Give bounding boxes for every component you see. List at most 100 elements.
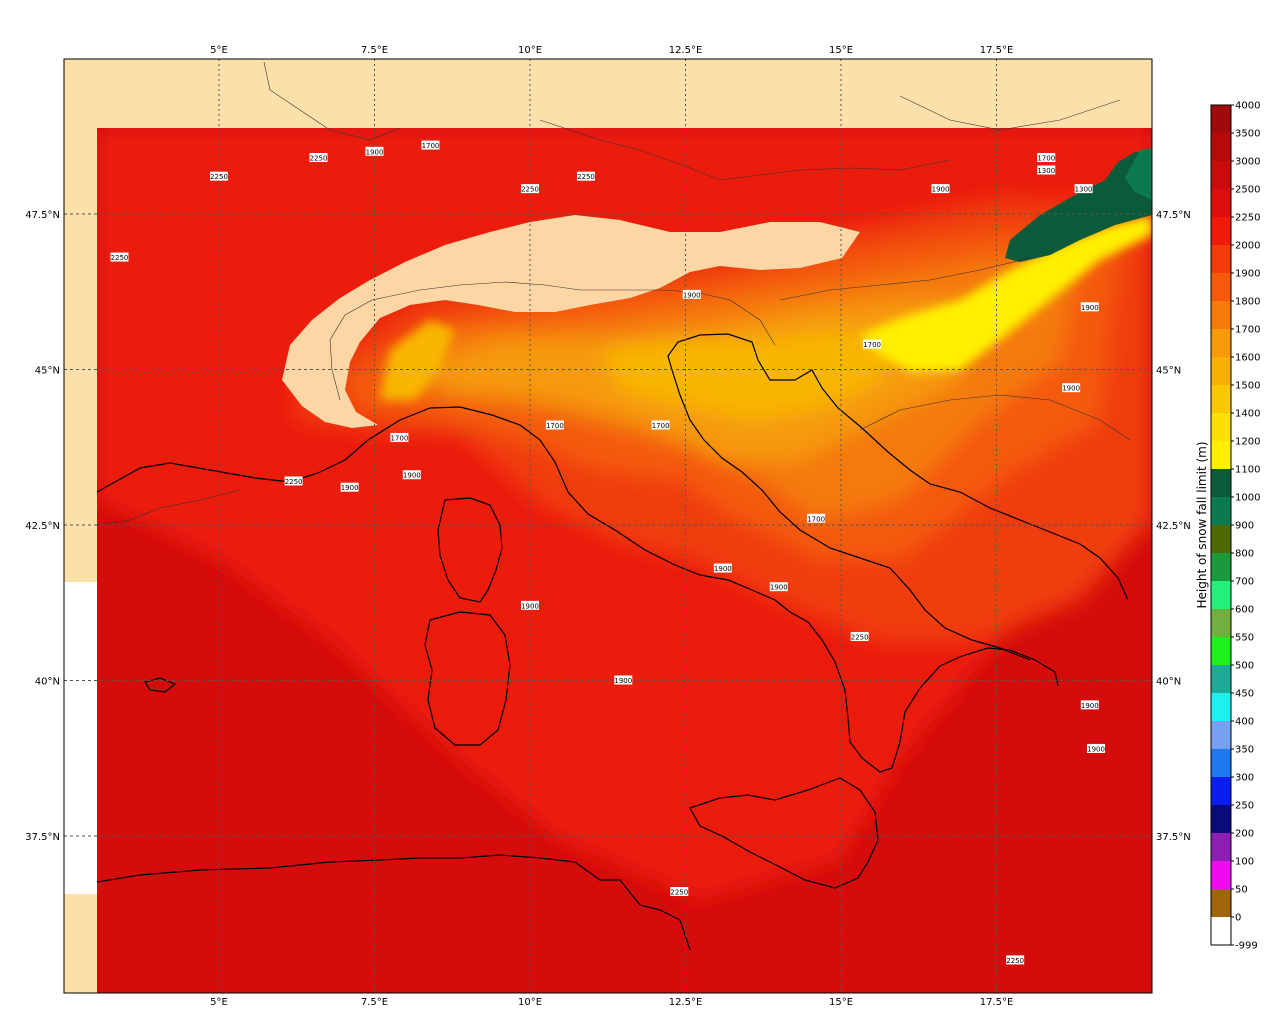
contour-labels: 2250 2250 2250 1900 1700 2250 2250 1900 1700 1300… (110, 140, 1106, 965)
contour-label-text: 1900 (683, 291, 701, 299)
contour-label-text: 1900 (403, 472, 421, 480)
colorbar-swatch (1211, 413, 1231, 442)
colorbar-tick-label: 700 (1235, 577, 1254, 588)
lat-tick-label-right: 37.5°N (1156, 832, 1191, 843)
contour-label: 2250 (1006, 955, 1025, 965)
outside-sea-area (64, 582, 97, 894)
contour-label: 1900 (402, 470, 421, 480)
lat-tick-label-left: 37.5°N (25, 832, 60, 843)
colorbar-tick-label: 100 (1235, 857, 1254, 868)
contour-label: 2250 (850, 631, 869, 641)
coastline-north-africa (96, 854, 691, 951)
colorbar-tick-label: 1900 (1235, 269, 1260, 280)
contour-label-box (1062, 383, 1081, 393)
contour-label-box (365, 146, 384, 156)
contour-label: 2250 (110, 252, 129, 262)
contour-label: 1900 (614, 675, 633, 685)
colorbar-tick-label: 1500 (1235, 381, 1260, 392)
contour-label: 1900 (682, 289, 701, 299)
coastline-italy-west (96, 406, 1059, 773)
colorbar-swatch (1211, 497, 1231, 526)
colorbar-swatch (1211, 553, 1231, 582)
contour-label: 2250 (576, 171, 595, 181)
contour-label: 1900 (340, 482, 359, 492)
lon-tick-label-top: 5°E (210, 45, 228, 56)
colorbar-swatch (1211, 469, 1231, 498)
contour-label-text: 1900 (521, 602, 539, 610)
axis-tick-labels: 5°E 5°E 7.5°E 7.5°E 10°E 10°E 12.5°E 12.5°E 15°E… (25, 45, 1191, 1008)
contour-label-text: 1700 (422, 142, 440, 150)
colorbar-swatch (1211, 329, 1231, 358)
colorbar-swatch (1211, 721, 1231, 750)
contour-label: 1900 (1087, 743, 1106, 753)
contour-label-box (850, 631, 869, 641)
contour-label: 1700 (1037, 153, 1056, 163)
contour-label-box (614, 675, 633, 685)
contour-label: 2250 (670, 886, 689, 896)
colorbar-tick-label: 900 (1235, 521, 1254, 532)
contour-label: 1700 (651, 420, 670, 430)
contour-label-text: 1900 (1062, 385, 1080, 393)
colorbar-swatch (1211, 245, 1231, 274)
field-band-1000 (1005, 152, 1152, 262)
colorbar-tick-label: 1800 (1235, 297, 1260, 308)
lat-tick-label-left: 45°N (35, 366, 60, 377)
contour-label-text: 1700 (1037, 155, 1055, 163)
contour-label-text: 1900 (614, 677, 632, 685)
border-northeast (899, 95, 1121, 131)
field-band-1500 (600, 330, 900, 420)
contour-label: 1300 (1037, 165, 1056, 175)
contour-label-text: 1700 (546, 422, 564, 430)
contour-label: 2250 (309, 153, 328, 163)
colorbar-tick-label: 3500 (1235, 129, 1260, 140)
colorbar-tick-label: 2000 (1235, 241, 1260, 252)
contour-label-text: 1700 (652, 422, 670, 430)
contour-label-box (1037, 153, 1056, 163)
colorbar-swatch (1211, 693, 1231, 722)
contour-label-box (807, 513, 826, 523)
contour-label: 1300 (1074, 184, 1093, 194)
colorbar-tick-label: 1100 (1235, 465, 1260, 476)
contour-label-box (769, 582, 788, 592)
colorbar-swatch (1211, 609, 1231, 638)
lon-tick-label-top: 12.5°E (669, 45, 703, 56)
contour-label-box (1080, 700, 1099, 710)
colorbar-swatch (1211, 301, 1231, 330)
contour-label-text: 1900 (932, 186, 950, 194)
contour-label: 1900 (1080, 302, 1099, 312)
contour-label-text: 2250 (851, 633, 869, 641)
colorbar-swatch (1211, 665, 1231, 694)
contour-label-text: 1900 (366, 148, 384, 156)
contour-label: 1700 (545, 420, 564, 430)
snowfall-limit-field (97, 128, 1152, 993)
lat-tick-label-left: 42.5°N (25, 521, 60, 532)
border-balkans (859, 394, 1131, 441)
contour-label-box (521, 600, 539, 610)
contour-label-text: 2250 (1006, 957, 1024, 965)
contour-label: 1900 (521, 600, 539, 610)
colorbar-tick-label: 1200 (1235, 437, 1260, 448)
lon-tick-label-bottom: 5°E (210, 997, 228, 1008)
field-band-1200 (860, 215, 1152, 372)
contour-label-text: 1900 (714, 565, 732, 573)
contour-label-box (402, 470, 421, 480)
field-band-1500-west (380, 320, 455, 400)
colorbar-tick-label: 0 (1235, 913, 1241, 924)
colorbar-tick-label: 2500 (1235, 185, 1260, 196)
contour-label-text: 1900 (770, 584, 788, 592)
colorbar-swatch (1211, 133, 1231, 162)
lat-tick-label-left: 47.5°N (25, 210, 60, 221)
contour-label: 2250 (521, 184, 539, 194)
colorbar-swatch (1211, 217, 1231, 246)
colorbar-tick-label: 3000 (1235, 157, 1260, 168)
contour-label-box (421, 140, 440, 150)
contour-label-box (340, 482, 359, 492)
contour-label: 1900 (931, 184, 950, 194)
contour-label-box (1037, 165, 1056, 175)
contour-label-text: 1900 (341, 484, 359, 492)
coastline-adriatic-east (667, 333, 1129, 601)
lon-tick-label-top: 7.5°E (361, 45, 388, 56)
contour-label-text: 1900 (1081, 702, 1099, 710)
contour-label-text: 2250 (310, 155, 328, 163)
